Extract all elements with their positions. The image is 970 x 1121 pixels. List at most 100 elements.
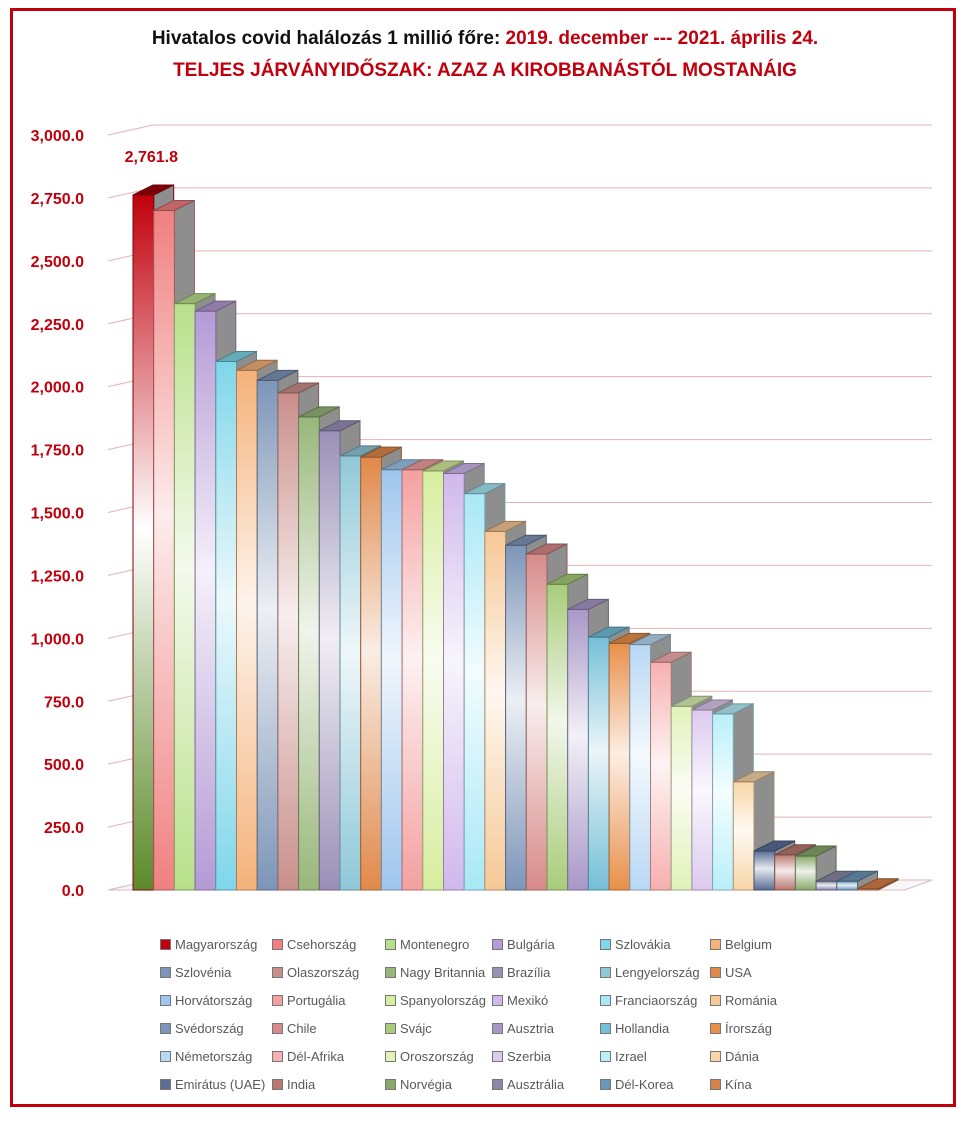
legend-item: Izrael [600,1049,647,1065]
bar-top [463,483,506,495]
bar-top [298,406,340,418]
legend-item: Ausztria [492,1021,554,1037]
bar-front [463,493,486,891]
legend-swatch [600,995,611,1006]
legend-swatch [600,1023,611,1034]
legend-item: Dél-Korea [600,1077,674,1093]
legend-swatch [272,995,283,1006]
chart-subtitle: TELJES JÁRVÁNYIDŐSZAK: AZAZ A KIROBBANÁS… [173,60,797,81]
bar-front [339,455,362,891]
y-tick-label: 750.0 [44,694,84,711]
bar-front [815,880,838,891]
legend-swatch [492,995,503,1006]
legend-swatch [385,1051,396,1062]
legend-item: Emirátus (UAE) [160,1077,265,1093]
y-tick-label: 250.0 [44,820,84,837]
bar-33 [794,845,837,891]
bar-front [691,709,714,891]
bar-front [194,310,217,891]
legend-label: Írország [725,1021,772,1036]
bar-top [422,460,464,472]
legend-label: Oroszország [400,1049,474,1064]
bar-front [298,416,320,891]
bar-front [277,392,300,891]
legend-label: Dél-Korea [615,1077,674,1092]
legend-item: Kína [710,1077,752,1093]
bar-top [484,520,526,532]
legend-swatch [385,939,396,950]
legend-item: India [272,1077,315,1093]
bar-top [256,369,299,381]
legend-item: Belgium [710,937,772,953]
bar-top [194,300,237,312]
bar-front [484,530,507,891]
legend-item: Szlovénia [160,965,231,981]
legend-label: Spanyolország [400,993,486,1008]
bar-top [236,359,278,371]
legend-swatch [600,1079,611,1090]
legend-label: Magyarország [175,937,258,952]
legend-swatch [272,939,283,950]
legend-label: Dánia [725,1049,759,1064]
legend-label: Hollandia [615,1021,670,1036]
gridline [107,187,932,199]
legend-label: Bulgária [507,937,555,952]
bar-front [774,854,796,891]
y-tick-label: 1,000.0 [31,631,84,648]
legend-item: Olaszország [272,965,359,981]
bar-top [546,573,588,585]
bar-front [256,379,279,891]
legend-swatch [160,967,171,978]
bar-top [691,699,733,711]
legend-swatch [492,1023,503,1034]
bar-front [546,583,569,891]
bar-top [153,200,195,211]
bar-front [732,781,755,891]
bar-front [401,469,424,891]
bar-front [236,369,258,891]
bar-36 [857,877,899,891]
bar-front [753,850,776,891]
bar-front [505,544,527,891]
legend-label: Brazília [507,965,551,980]
legend-swatch [272,967,283,978]
bar-top [319,420,361,432]
legend-swatch [385,967,396,978]
legend-label: Svájc [400,1021,432,1036]
legend-item: Spanyolország [385,993,486,1009]
legend-swatch [272,1051,283,1062]
bar-top [733,771,775,783]
legend-label: Dél-Afrika [287,1049,345,1064]
y-tick-label: 2,750.0 [31,191,84,208]
bar-top [339,445,381,457]
y-tick-label: 2,500.0 [31,254,84,271]
legend-swatch [492,967,503,978]
legend-swatch [160,1079,171,1090]
gridline [107,124,932,136]
legend-item: Montenegro [385,937,469,953]
legend-item: Hollandia [600,1021,669,1037]
legend-label: Lengyelország [615,965,700,980]
bar-top [360,446,402,458]
bar-front [360,456,382,891]
legend-swatch [492,1051,503,1062]
legend-label: USA [725,965,752,980]
legend-item: Portugália [272,993,346,1009]
legend-item: Románia [710,993,777,1009]
bar-top [753,840,795,852]
bars [132,184,899,891]
legend-item: Svédország [160,1021,244,1037]
legend-label: Belgium [725,937,772,952]
legend-swatch [160,995,171,1006]
legend-swatch [710,1023,721,1034]
legend-label: Ausztria [507,1021,554,1036]
bar-top [588,626,630,638]
legend-swatch [600,939,611,950]
bar-top [608,632,651,644]
legend-swatch [710,967,721,978]
bar-front [650,661,672,891]
chart-title-period: 2019. december --- 2021. április 24. [505,28,819,49]
legend-swatch [710,939,721,950]
y-tick-label: 2,000.0 [31,380,84,397]
legend-item: Horvátország [160,993,252,1009]
